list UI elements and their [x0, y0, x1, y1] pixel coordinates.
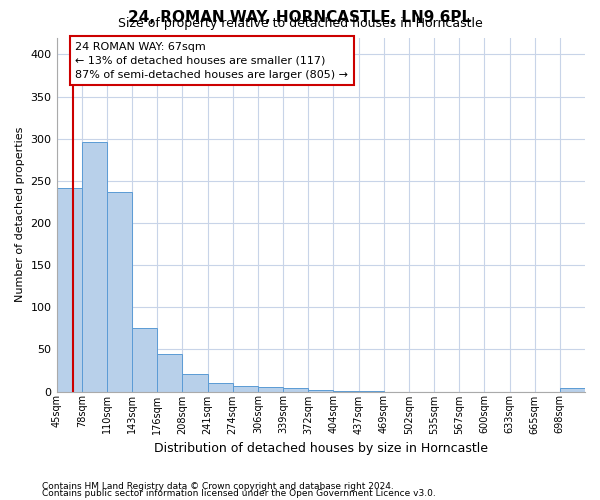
Text: 24 ROMAN WAY: 67sqm
← 13% of detached houses are smaller (117)
87% of semi-detac: 24 ROMAN WAY: 67sqm ← 13% of detached ho…	[76, 42, 349, 80]
Bar	[132, 328, 157, 392]
Bar	[208, 383, 233, 392]
Bar	[359, 390, 383, 392]
Bar	[283, 388, 308, 392]
Bar	[82, 142, 107, 392]
Text: 24, ROMAN WAY, HORNCASTLE, LN9 6PL: 24, ROMAN WAY, HORNCASTLE, LN9 6PL	[128, 10, 472, 25]
Bar	[233, 386, 258, 392]
Y-axis label: Number of detached properties: Number of detached properties	[15, 127, 25, 302]
X-axis label: Distribution of detached houses by size in Horncastle: Distribution of detached houses by size …	[154, 442, 488, 455]
Text: Size of property relative to detached houses in Horncastle: Size of property relative to detached ho…	[118, 18, 482, 30]
Text: Contains public sector information licensed under the Open Government Licence v3: Contains public sector information licen…	[42, 488, 436, 498]
Bar	[258, 388, 283, 392]
Bar	[107, 192, 132, 392]
Bar	[308, 390, 334, 392]
Bar	[56, 188, 82, 392]
Text: Contains HM Land Registry data © Crown copyright and database right 2024.: Contains HM Land Registry data © Crown c…	[42, 482, 394, 491]
Bar	[560, 388, 585, 392]
Bar	[334, 390, 359, 392]
Bar	[182, 374, 208, 392]
Bar	[157, 354, 182, 392]
